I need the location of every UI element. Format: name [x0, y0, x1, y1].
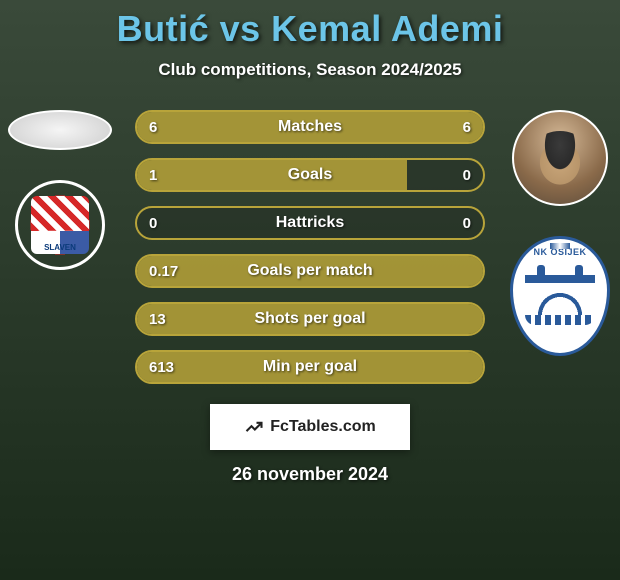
stat-row: 13 Shots per goal: [135, 302, 485, 336]
stat-right-value: 0: [463, 215, 471, 232]
stat-right-value: 0: [463, 167, 471, 184]
stat-row: 0.17 Goals per match: [135, 254, 485, 288]
stats-list: 6 Matches 6 1 Goals 0 0 Hattricks 0 0.17 Goals per…: [135, 110, 485, 384]
player-left-avatar: [8, 110, 112, 150]
stat-left-value: 13: [149, 311, 166, 328]
brand-label: FcTables.com: [270, 418, 376, 436]
player-right-avatar: [512, 110, 608, 206]
date-label: 26 november 2024: [0, 464, 620, 485]
stat-label: Goals: [288, 166, 332, 184]
stat-fill-left: [137, 160, 407, 190]
brand-tag: FcTables.com: [210, 404, 410, 450]
stat-left-value: 0: [149, 215, 157, 232]
stat-label: Hattricks: [276, 214, 344, 232]
crest-water-icon: [525, 315, 595, 325]
crest-bridge-icon: [525, 265, 595, 315]
club-left-crest-label: SLAVEN: [31, 196, 89, 254]
stat-left-value: 0.17: [149, 263, 178, 280]
right-side: NK OSIJEK: [505, 110, 615, 356]
stat-left-value: 613: [149, 359, 174, 376]
stat-row: 613 Min per goal: [135, 350, 485, 384]
stat-label: Matches: [278, 118, 342, 136]
club-left-crest: SLAVEN: [15, 180, 105, 270]
stat-row: 6 Matches 6: [135, 110, 485, 144]
stat-label: Min per goal: [263, 358, 357, 376]
stat-left-value: 6: [149, 119, 157, 136]
stat-left-value: 1: [149, 167, 157, 184]
page-title: Butić vs Kemal Ademi: [0, 0, 620, 50]
stat-label: Goals per match: [247, 262, 372, 280]
left-side: SLAVEN: [5, 110, 115, 270]
stat-label: Shots per goal: [254, 310, 365, 328]
page-subtitle: Club competitions, Season 2024/2025: [0, 60, 620, 80]
comparison-panel: SLAVEN 6 Matches 6 1 Goals 0 0 Hattricks 0 0.17 Go…: [0, 110, 620, 384]
club-right-crest-label: NK OSIJEK: [533, 247, 586, 257]
chart-icon: [244, 417, 264, 437]
stat-row: 1 Goals 0: [135, 158, 485, 192]
stat-right-value: 6: [463, 119, 471, 136]
stat-row: 0 Hattricks 0: [135, 206, 485, 240]
club-right-crest: NK OSIJEK: [510, 236, 610, 356]
